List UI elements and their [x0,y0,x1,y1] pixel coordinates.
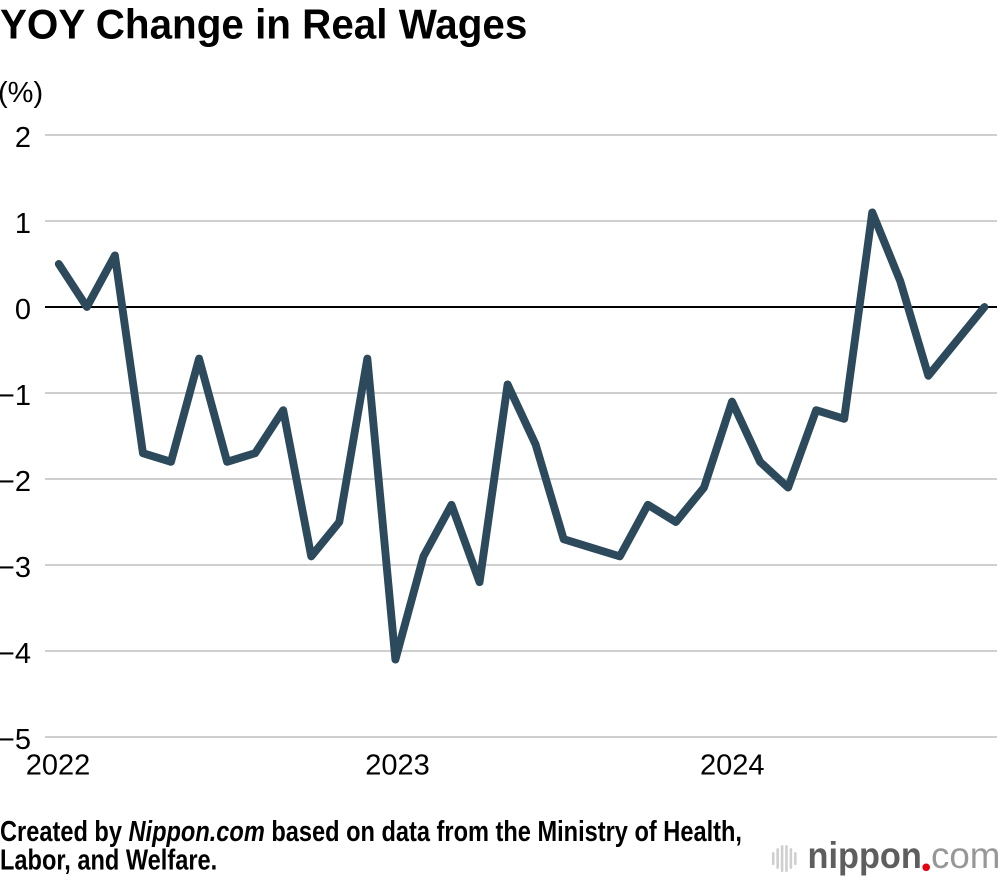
svg-text:2024: 2024 [700,750,765,782]
svg-text:−2: −2 [0,466,31,498]
svg-text:YOY Change in Real Wages: YOY Change in Real Wages [0,1,527,48]
svg-text:−3: −3 [0,552,31,584]
svg-text:1: 1 [15,208,31,240]
svg-text:0: 0 [15,294,31,326]
svg-text:−5: −5 [0,724,31,756]
svg-text:(%): (%) [0,77,43,109]
svg-text:com: com [931,834,1000,876]
svg-text:Created by Nippon.com based on: Created by Nippon.com based on data from… [0,815,742,848]
svg-text:−1: −1 [0,380,31,412]
svg-text:2023: 2023 [365,750,430,782]
svg-text:Labor, and Welfare.: Labor, and Welfare. [0,843,217,876]
svg-text:2: 2 [15,122,31,154]
svg-text:−4: −4 [0,638,31,670]
svg-text:2022: 2022 [26,750,91,782]
svg-text:nippon: nippon [808,834,922,877]
